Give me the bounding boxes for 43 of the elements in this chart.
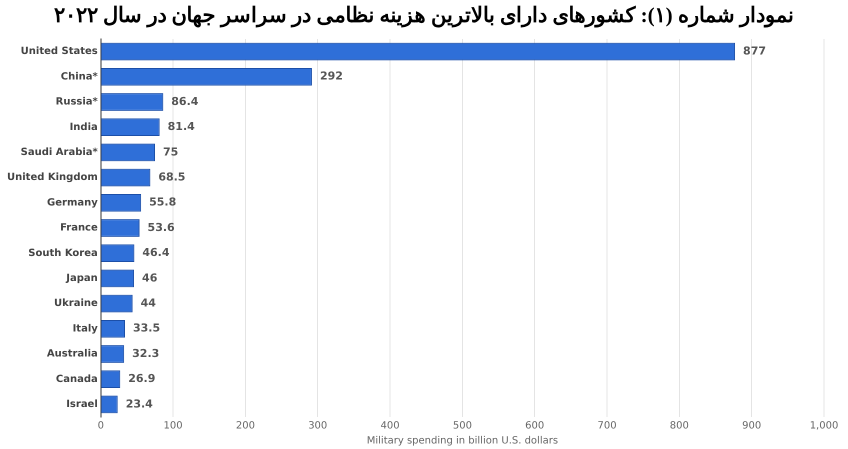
data-label: 44 xyxy=(140,296,156,310)
x-tick-label: 100 xyxy=(164,420,183,432)
y-tick-label: Israel xyxy=(66,398,98,410)
data-label: 86.4 xyxy=(171,94,199,108)
x-tick-label: 1,000 xyxy=(810,420,838,432)
y-tick-label: South Korea xyxy=(28,248,98,259)
data-label: 46 xyxy=(142,271,158,284)
data-label: 877 xyxy=(743,44,766,58)
x-tick-label: 700 xyxy=(597,420,617,432)
data-label: 26.9 xyxy=(128,372,156,386)
y-tick-label: Italy xyxy=(72,323,98,334)
y-tick-label: Russia* xyxy=(56,96,99,108)
y-tick-label: Ukraine xyxy=(54,298,98,310)
data-label: 33.5 xyxy=(133,322,160,335)
y-tick-label: United Kingdom xyxy=(6,172,98,184)
x-tick-label: 200 xyxy=(236,420,255,432)
data-label: 23.4 xyxy=(126,397,154,410)
y-tick-label: France xyxy=(60,222,98,234)
data-label: 46.4 xyxy=(142,246,170,260)
x-tick-label: 300 xyxy=(308,420,328,432)
data-label: 55.8 xyxy=(149,196,176,209)
x-axis-title: Military spending in billion U.S. dollars xyxy=(366,436,558,447)
y-tick-label: Germany xyxy=(47,197,98,208)
y-tick-label: Japan xyxy=(65,272,98,284)
data-label: 68.5 xyxy=(158,170,186,184)
y-tick-label: Canada xyxy=(56,374,98,385)
y-tick-label: China* xyxy=(60,71,99,82)
x-tick-label: 600 xyxy=(525,420,544,432)
chart-title: نمودار شماره (۱): کشورهای دارای بالاترین هزینه نظامی در سراسر جهان در سال ۲۰۲۲ xyxy=(52,2,796,30)
x-tick-label: 0 xyxy=(98,420,104,432)
y-tick-label: United States xyxy=(20,46,98,58)
data-label: 32.3 xyxy=(132,346,160,360)
x-tick-label: 400 xyxy=(380,420,400,432)
y-tick-label: Saudi Arabia* xyxy=(20,146,99,158)
x-tick-label: 900 xyxy=(742,420,762,432)
x-tick-label: 500 xyxy=(452,420,472,432)
x-tick-label: 800 xyxy=(670,420,689,432)
data-label: 75 xyxy=(163,145,178,158)
data-label: 53.6 xyxy=(148,220,176,234)
data-label: 81.4 xyxy=(168,120,196,134)
y-tick-label: Australia xyxy=(46,348,98,360)
y-tick-label: India xyxy=(70,122,98,133)
data-label: 292 xyxy=(320,70,343,83)
